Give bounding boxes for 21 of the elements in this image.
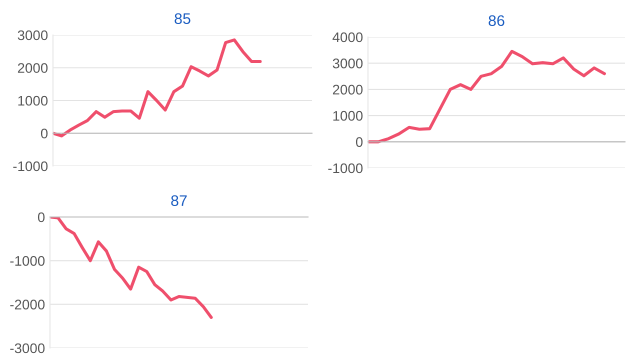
- y-tick-label: 1000: [333, 110, 363, 121]
- y-tick-label: -3000: [10, 343, 45, 354]
- chart-title: 86: [488, 15, 504, 26]
- line-series: [368, 50, 606, 144]
- y-tick-label: 2000: [332, 84, 363, 95]
- y-tick-label: 2000: [18, 63, 48, 73]
- y-tick-label: -1000: [10, 256, 45, 266]
- y-tick-label: 1000: [18, 96, 48, 106]
- y-tick-label: 0: [40, 128, 48, 138]
- y-tick-label: 4000: [332, 32, 363, 42]
- y-tick-label: -1000: [328, 163, 363, 174]
- chart-title: 87: [171, 195, 187, 206]
- chart-title: 85: [174, 13, 190, 24]
- line-series: [50, 217, 213, 319]
- y-tick-label: -2000: [10, 300, 45, 310]
- y-tick-label: 3000: [332, 58, 363, 68]
- y-tick-label: 0: [38, 212, 45, 222]
- line-series: [53, 38, 262, 138]
- y-tick-label: -1000: [13, 161, 48, 172]
- y-tick-label: 3000: [18, 30, 48, 40]
- y-tick-label: 0: [356, 137, 363, 147]
